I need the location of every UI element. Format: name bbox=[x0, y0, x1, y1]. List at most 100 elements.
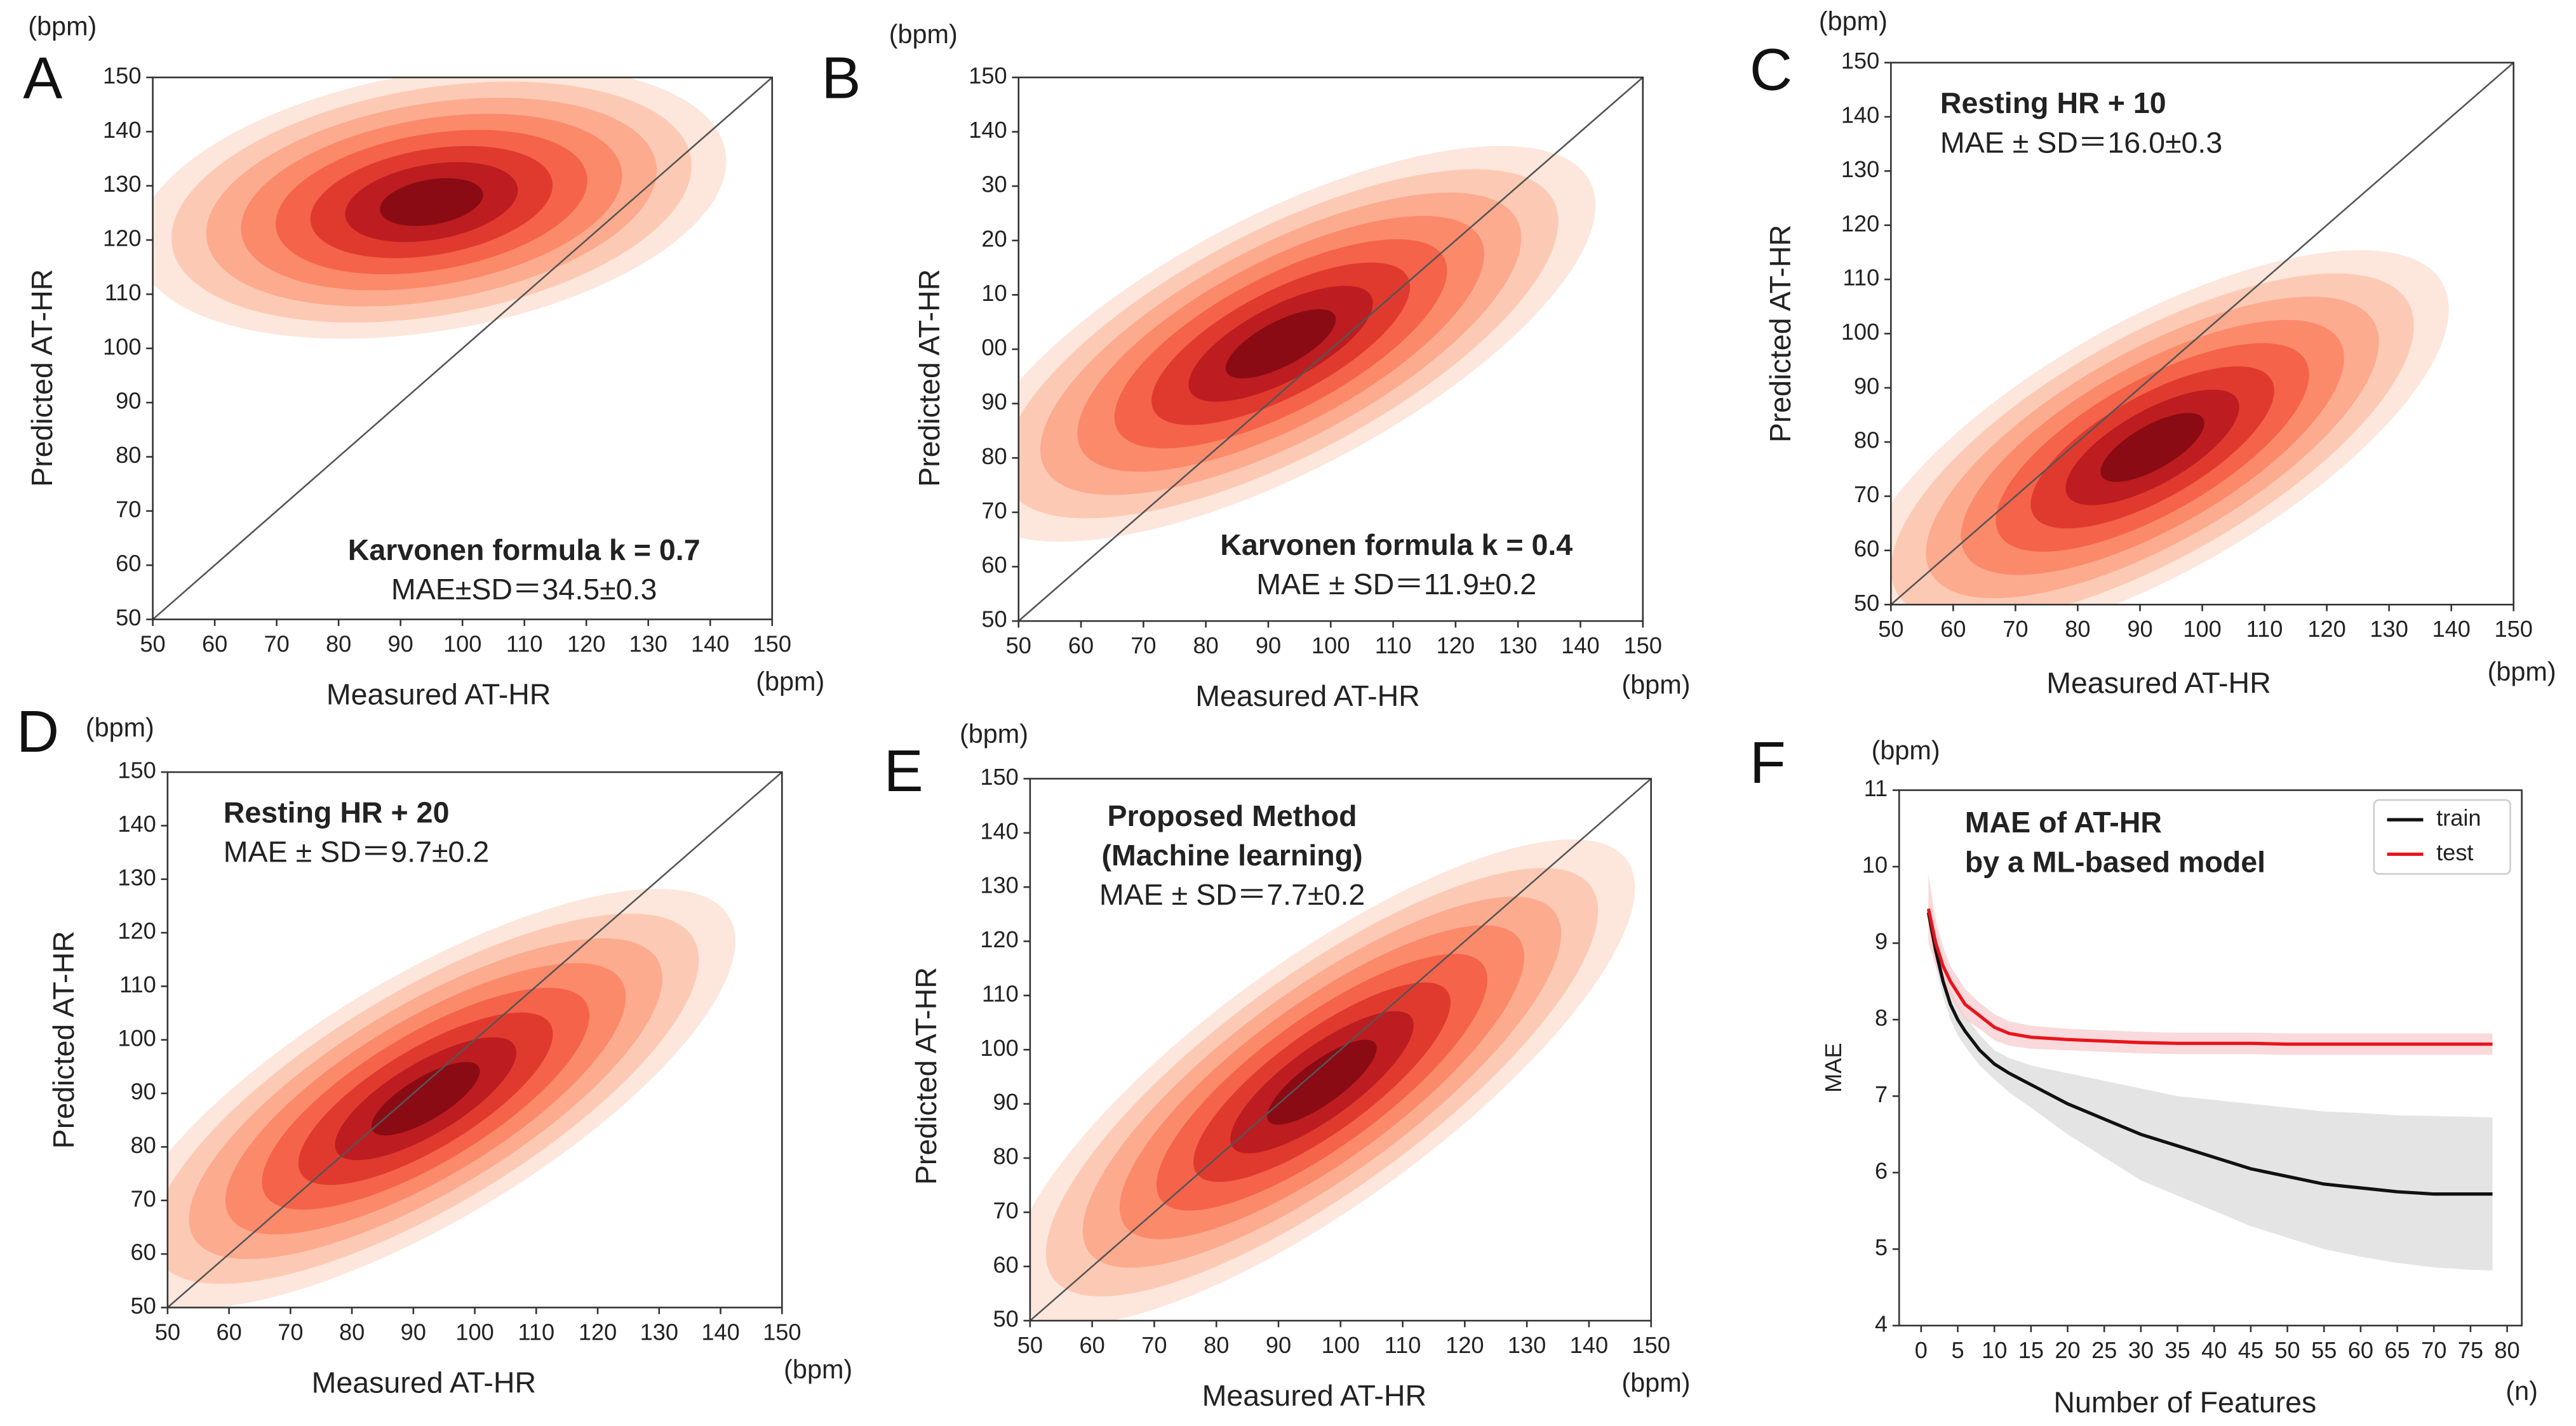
x-tick-label: 70 bbox=[2002, 616, 2028, 642]
y-tick-label: 100 bbox=[1841, 319, 1879, 345]
x-unit: (bpm) bbox=[756, 667, 824, 696]
y-tick-label: 70 bbox=[116, 496, 141, 522]
y-tick-label: 80 bbox=[130, 1132, 156, 1158]
y-tick-label: 80 bbox=[1854, 427, 1879, 453]
x-tick-label: 110 bbox=[1375, 632, 1412, 658]
x-tick-label: 140 bbox=[1561, 632, 1599, 658]
y-tick-label: 100 bbox=[103, 333, 141, 359]
plot-area bbox=[1018, 77, 1643, 622]
x-tick-label: 60 bbox=[1080, 1332, 1105, 1358]
density-contour bbox=[380, 178, 483, 226]
x-tick-label: 120 bbox=[1437, 632, 1475, 658]
panel: C (bpm) (bpm) Measured AT-HR Predicted AT-HR… bbox=[1750, 7, 2556, 700]
y-axis-label: Predicted AT-HR bbox=[913, 269, 946, 487]
x-tick-label: 80 bbox=[1204, 1332, 1229, 1358]
x-tick-label: 70 bbox=[264, 631, 289, 657]
x-tick-label: 30 bbox=[2128, 1337, 2154, 1363]
annotation: MAE±SD＝34.5±0.3 bbox=[391, 573, 657, 606]
y-tick-label: 140 bbox=[117, 811, 156, 837]
y-tick-label: 130 bbox=[980, 872, 1018, 898]
x-tick-label: 80 bbox=[2494, 1337, 2519, 1363]
x-tick-label: 40 bbox=[2201, 1337, 2227, 1363]
y-tick-label: 50 bbox=[116, 604, 141, 630]
annotation: MAE ± SD＝16.0±0.3 bbox=[1940, 126, 2222, 159]
x-tick-label: 20 bbox=[2055, 1337, 2080, 1363]
y-tick-label: 9 bbox=[1875, 928, 1888, 954]
panel-letter: E bbox=[884, 738, 923, 804]
y-tick-label: 6 bbox=[1875, 1157, 1888, 1183]
x-axis-label: Measured AT-HR bbox=[326, 677, 551, 710]
y-tick-label: 150 bbox=[1841, 48, 1879, 74]
x-tick-label: 110 bbox=[506, 631, 543, 657]
y-tick-label: 110 bbox=[1843, 265, 1880, 291]
y-tick-label: 50 bbox=[1854, 590, 1879, 616]
annotation: MAE ± SD＝7.7±0.2 bbox=[1099, 878, 1365, 911]
annotation-title: Karvonen formula k = 0.4 bbox=[1220, 528, 1573, 561]
annotation-title: by a ML-based model bbox=[1965, 845, 2265, 878]
y-axis-label: Predicted AT-HR bbox=[909, 967, 943, 1185]
x-tick-label: 120 bbox=[567, 631, 605, 657]
plot-area bbox=[167, 772, 782, 1308]
plot-area bbox=[1926, 874, 2493, 1271]
axes-frame bbox=[1898, 789, 2523, 1327]
x-tick-label: 80 bbox=[1193, 632, 1219, 658]
y-tick-label: 60 bbox=[981, 552, 1007, 578]
y-tick-label: 11 bbox=[1864, 775, 1888, 801]
plot-area bbox=[1891, 62, 2514, 605]
x-tick-label: 50 bbox=[2274, 1337, 2300, 1363]
y-axis-label: Predicted AT-HR bbox=[25, 269, 58, 487]
x-tick-label: 60 bbox=[1068, 632, 1094, 658]
x-tick-label: 150 bbox=[2495, 616, 2533, 642]
y-tick-label: 7 bbox=[1875, 1081, 1888, 1107]
x-tick-label: 120 bbox=[1446, 1332, 1484, 1358]
series-line bbox=[1926, 912, 2493, 1196]
y-axis-label: Predicted AT-HR bbox=[1764, 225, 1797, 443]
x-unit: (bpm) bbox=[1621, 1368, 1690, 1397]
x-tick-label: 70 bbox=[1130, 632, 1156, 658]
annotation: MAE ± SD＝9.7±0.2 bbox=[224, 836, 489, 869]
x-axis-label: Measured AT-HR bbox=[312, 1366, 537, 1399]
panel: F (bpm) (n) Number of Features MAE train test 0… bbox=[1750, 730, 2538, 1418]
x-tick-label: 150 bbox=[1632, 1332, 1670, 1358]
x-tick-label: 60 bbox=[216, 1319, 241, 1345]
y-tick-label: 120 bbox=[103, 225, 141, 251]
x-tick-label: 50 bbox=[1006, 632, 1031, 658]
panel-letter: D bbox=[17, 698, 59, 764]
legend-label: train bbox=[2436, 805, 2481, 831]
panel: E (bpm) (bpm) Measured AT-HR Predicted AT-HR… bbox=[884, 719, 1691, 1412]
x-tick-label: 90 bbox=[1256, 632, 1281, 658]
identity-line bbox=[1891, 62, 2514, 605]
y-tick-label: 120 bbox=[980, 926, 1018, 952]
x-tick-label: 60 bbox=[2348, 1337, 2373, 1363]
density-contour bbox=[1225, 309, 1336, 379]
x-tick-label: 110 bbox=[2246, 616, 2283, 642]
panel-letter: B bbox=[821, 44, 861, 110]
y-tick-label: 80 bbox=[116, 442, 141, 468]
x-axis-label: Measured AT-HR bbox=[1202, 1379, 1427, 1412]
x-tick-label: 55 bbox=[2311, 1337, 2337, 1363]
x-tick-label: 80 bbox=[2065, 616, 2090, 642]
x-unit: (bpm) bbox=[2488, 657, 2556, 686]
y-unit: (bpm) bbox=[1819, 7, 1888, 36]
x-tick-label: 80 bbox=[339, 1319, 365, 1345]
y-tick-label: 50 bbox=[981, 606, 1007, 632]
y-unit: (bpm) bbox=[86, 713, 154, 742]
x-tick-label: 80 bbox=[326, 631, 351, 657]
y-tick-label: 110 bbox=[982, 980, 1019, 1006]
y-unit: (bpm) bbox=[889, 20, 958, 49]
y-tick-label: 140 bbox=[1841, 102, 1879, 128]
y-tick-label: 20 bbox=[981, 225, 1007, 251]
identity-line bbox=[152, 77, 772, 620]
y-unit: (bpm) bbox=[1872, 736, 1940, 765]
y-tick-label: 120 bbox=[1841, 210, 1879, 236]
y-tick-label: 70 bbox=[1854, 481, 1879, 507]
x-tick-label: 90 bbox=[401, 1319, 426, 1345]
y-tick-label: 50 bbox=[130, 1293, 156, 1319]
x-tick-label: 50 bbox=[155, 1319, 180, 1345]
density-contour bbox=[1267, 1039, 1377, 1125]
x-tick-label: 120 bbox=[2307, 616, 2345, 642]
x-tick-label: 35 bbox=[2164, 1337, 2190, 1363]
